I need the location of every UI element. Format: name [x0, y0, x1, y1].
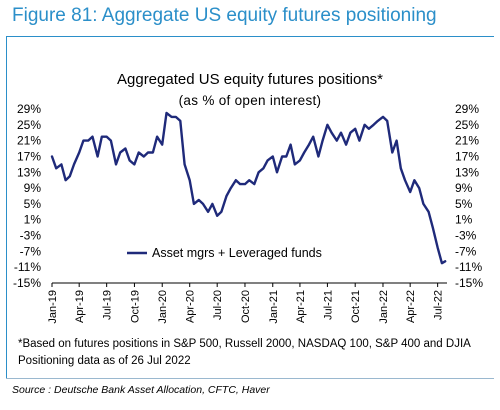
y-tick-label-left: 17% — [17, 149, 41, 163]
chart-title: Aggregated US equity futures positions* — [117, 71, 383, 88]
x-tick-label: Apr-21 — [295, 290, 307, 323]
x-tick-label: Oct-19 — [129, 290, 141, 323]
y-tick-label-left: 21% — [17, 134, 41, 148]
figure-title: Figure 81: Aggregate US equity futures p… — [12, 5, 437, 26]
y-tick-label-left: -15% — [13, 276, 41, 290]
x-tick-label: Jul-19 — [102, 290, 114, 320]
y-tick-label-left: 1% — [24, 213, 42, 227]
x-tick-label: Oct-21 — [350, 290, 362, 323]
title-divider — [6, 36, 494, 37]
source-note: Source : Deutsche Bank Asset Allocation,… — [12, 384, 270, 396]
y-tick-label-right: 5% — [455, 197, 473, 211]
x-tick-label: Jan-22 — [378, 290, 390, 324]
y-tick-label-left: 13% — [17, 165, 41, 179]
x-tick-label: Oct-20 — [240, 290, 252, 323]
y-tick-label-right: -7% — [455, 244, 477, 258]
footnote-date: Positioning data as of 26 Jul 2022 — [18, 355, 191, 367]
source-divider — [6, 378, 494, 379]
legend-label: Asset mgrs + Leveraged funds — [152, 246, 322, 260]
x-tick-label: Apr-20 — [185, 290, 197, 323]
y-tick-label-right: 29% — [455, 102, 479, 116]
y-tick-label-right: 17% — [455, 149, 479, 163]
y-tick-label-left: -11% — [14, 260, 41, 274]
footnote-basis: *Based on futures positions in S&P 500, … — [18, 338, 471, 350]
x-tick-label: Jan-19 — [47, 290, 59, 324]
y-tick-label-left: 9% — [24, 181, 42, 195]
x-tick-label: Jul-22 — [433, 290, 445, 320]
x-tick-label: Jan-21 — [268, 290, 280, 324]
chart-subtitle: (as % of open interest) — [178, 93, 322, 108]
y-tick-label-right: 9% — [455, 181, 473, 195]
x-tick-label: Jul-21 — [322, 290, 334, 320]
y-tick-label-right: 13% — [455, 165, 479, 179]
y-tick-label-left: -7% — [20, 244, 42, 258]
y-tick-label-right: -15% — [455, 276, 483, 290]
x-tick-label: Apr-22 — [405, 290, 417, 323]
x-tick-label: Jan-20 — [157, 290, 169, 324]
y-tick-label-right: 1% — [455, 213, 473, 227]
y-tick-label-right: -11% — [455, 260, 482, 274]
y-tick-label-left: 29% — [17, 102, 41, 116]
y-tick-label-right: -3% — [455, 229, 477, 243]
x-tick-label: Jul-20 — [212, 290, 224, 320]
y-tick-label-left: 5% — [24, 197, 42, 211]
y-tick-label-right: 21% — [455, 134, 479, 148]
y-tick-label-left: -3% — [20, 229, 42, 243]
x-tick-label: Apr-19 — [74, 290, 86, 323]
left-border — [6, 36, 7, 378]
y-tick-label-right: 25% — [455, 118, 479, 132]
y-tick-label-left: 25% — [17, 118, 41, 132]
series-line-asset-mgrs-leveraged-funds — [50, 111, 447, 265]
